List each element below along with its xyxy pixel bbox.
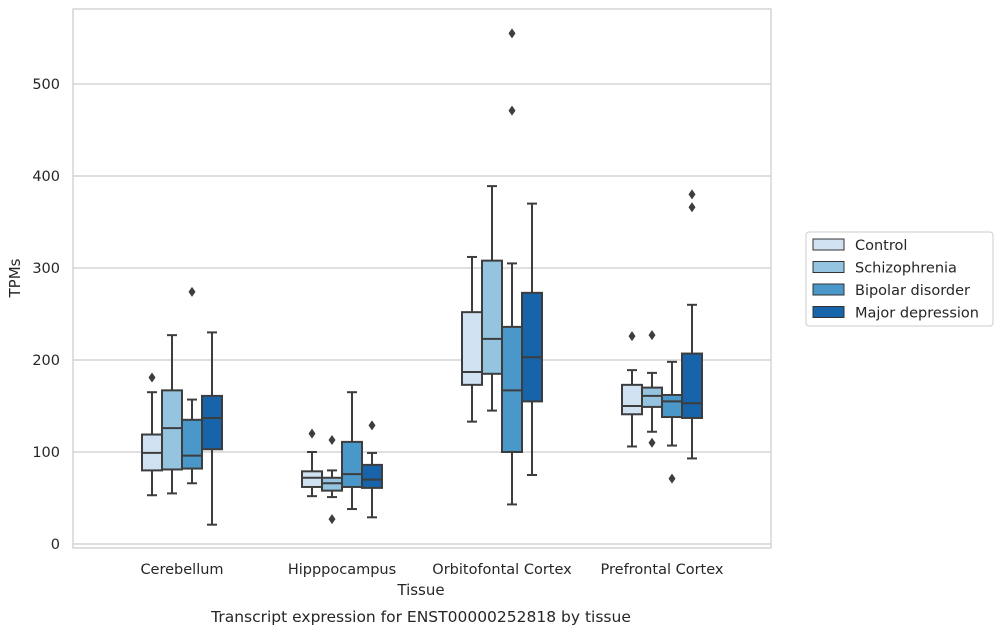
box — [161, 389, 183, 471]
box — [641, 386, 663, 408]
outlier-marker — [328, 435, 336, 446]
box — [461, 311, 483, 386]
y-tick-label: 200 — [32, 353, 60, 369]
y-tick-label: 100 — [32, 445, 60, 461]
outlier-marker — [668, 473, 676, 484]
box — [201, 394, 223, 451]
legend-label: Bipolar disorder — [855, 283, 970, 299]
legend-label: Schizophrenia — [855, 261, 957, 277]
outlier-marker — [688, 202, 696, 213]
legend-frame — [805, 231, 994, 327]
x-tick-label: Prefrontal Cortex — [601, 562, 724, 578]
boxes — [141, 28, 703, 526]
outlier-marker — [308, 428, 316, 439]
legend-swatch — [812, 283, 845, 296]
x-axis-label: Tissue — [396, 581, 444, 599]
outlier-marker — [648, 330, 656, 341]
outlier-marker — [508, 28, 516, 39]
outlier-marker — [368, 420, 376, 431]
box — [301, 470, 323, 488]
outlier-marker — [508, 105, 516, 116]
gridlines — [73, 83, 771, 545]
outlier-marker — [188, 286, 196, 297]
x-tick-label: Hipppocampus — [288, 562, 396, 578]
y-tick-label: 0 — [51, 537, 60, 553]
box — [661, 393, 683, 419]
box — [341, 440, 363, 488]
x-axis: Cerebellum Hipppocampus Orbitofontal Corte… — [140, 562, 723, 578]
outlier-marker — [688, 189, 696, 200]
box — [181, 418, 203, 470]
legend-label: Major depression — [855, 306, 979, 322]
box — [681, 352, 703, 419]
legend-label: Control — [855, 238, 907, 254]
outlier-marker — [328, 514, 336, 525]
y-axis-label: TPMs — [6, 258, 24, 298]
chart-caption: Transcript expression for ENST0000025281… — [210, 608, 631, 626]
box — [481, 259, 503, 375]
plot-frame — [72, 8, 772, 549]
outlier-marker — [628, 331, 636, 342]
box — [621, 383, 643, 416]
legend: Control Schizophrenia Bipolar disorder Majo… — [805, 231, 994, 327]
box — [521, 291, 543, 403]
outlier-marker — [148, 372, 156, 383]
y-tick-label: 400 — [32, 169, 60, 185]
y-tick-label: 500 — [32, 77, 60, 93]
box — [361, 463, 383, 489]
y-axis: 0 100 200 300 400 500 — [32, 77, 60, 553]
legend-swatch — [812, 261, 845, 273]
x-tick-label: Orbitofontal Cortex — [432, 562, 572, 578]
outlier-marker — [648, 437, 656, 448]
y-tick-label: 300 — [32, 261, 60, 277]
legend-swatch — [812, 238, 845, 251]
x-tick-label: Cerebellum — [140, 562, 223, 578]
legend-swatch — [812, 306, 845, 318]
